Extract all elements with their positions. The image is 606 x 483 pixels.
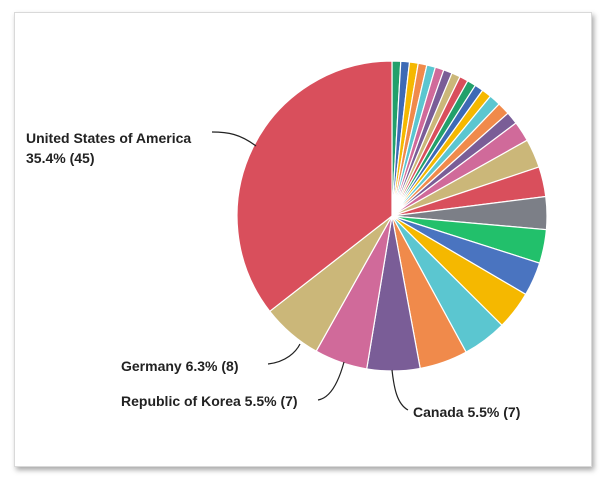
leader-line-germany xyxy=(267,343,301,365)
leader-lines xyxy=(211,131,409,411)
slice-label-korea: Republic of Korea 5.5% (7) xyxy=(121,393,298,409)
leader-line-korea xyxy=(317,361,345,401)
slice-label-usa: United States of America 35.4% (45) xyxy=(26,130,195,166)
slice-label-usa-line1: United States of America xyxy=(26,130,191,146)
pie-slice-28 xyxy=(236,60,393,313)
leader-line-canada xyxy=(391,369,409,411)
slice-label-canada: Canada 5.5% (7) xyxy=(413,404,520,420)
leader-line-usa xyxy=(211,131,257,147)
slice-label-usa-line2: 35.4% (45) xyxy=(26,150,94,166)
slice-label-germany: Germany 6.3% (8) xyxy=(121,358,239,374)
pie-slices xyxy=(236,60,548,372)
